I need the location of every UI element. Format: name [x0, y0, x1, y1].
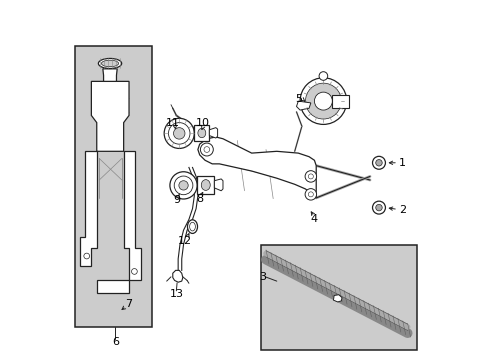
Text: 9: 9 [173, 195, 180, 205]
Polygon shape [102, 69, 117, 81]
Text: 6: 6 [112, 337, 119, 347]
Polygon shape [198, 137, 316, 198]
Text: 12: 12 [177, 236, 191, 246]
Polygon shape [209, 128, 217, 138]
Text: 13: 13 [169, 289, 183, 299]
Polygon shape [333, 295, 341, 302]
Circle shape [372, 201, 385, 214]
Bar [194, 126, 209, 140]
Text: 7: 7 [125, 300, 132, 310]
Circle shape [168, 123, 190, 144]
Text: 11: 11 [165, 118, 180, 128]
Ellipse shape [198, 129, 205, 138]
Circle shape [305, 83, 341, 119]
Circle shape [305, 189, 316, 200]
Text: 5: 5 [294, 94, 301, 104]
Circle shape [169, 172, 197, 199]
Polygon shape [80, 151, 97, 266]
Circle shape [300, 78, 346, 125]
Ellipse shape [98, 58, 122, 68]
Circle shape [308, 174, 313, 179]
Circle shape [83, 253, 89, 259]
Bar [260, 244, 416, 350]
Polygon shape [91, 81, 129, 151]
Circle shape [308, 192, 313, 197]
Text: 3: 3 [259, 272, 265, 282]
Circle shape [319, 72, 327, 80]
Text: 2: 2 [398, 206, 405, 216]
Ellipse shape [201, 180, 210, 190]
Circle shape [179, 181, 188, 190]
Polygon shape [172, 270, 183, 282]
Circle shape [372, 156, 385, 169]
Circle shape [173, 128, 184, 139]
Text: 10: 10 [196, 118, 210, 128]
Bar [331, 95, 348, 108]
Polygon shape [214, 179, 223, 191]
Circle shape [164, 118, 194, 148]
Polygon shape [97, 280, 129, 293]
Ellipse shape [187, 220, 197, 233]
Ellipse shape [189, 222, 195, 231]
Circle shape [305, 171, 316, 182]
Text: 4: 4 [310, 215, 317, 224]
Ellipse shape [101, 60, 119, 67]
Text: 1: 1 [398, 158, 405, 168]
Bar [75, 45, 152, 327]
Polygon shape [296, 101, 310, 110]
Circle shape [375, 159, 382, 166]
Circle shape [131, 269, 137, 274]
Circle shape [203, 147, 209, 152]
Circle shape [375, 204, 382, 211]
Text: 8: 8 [196, 194, 203, 204]
Bar [197, 176, 214, 194]
Circle shape [314, 92, 332, 110]
Polygon shape [123, 151, 140, 280]
Circle shape [200, 143, 213, 156]
Circle shape [174, 176, 192, 195]
